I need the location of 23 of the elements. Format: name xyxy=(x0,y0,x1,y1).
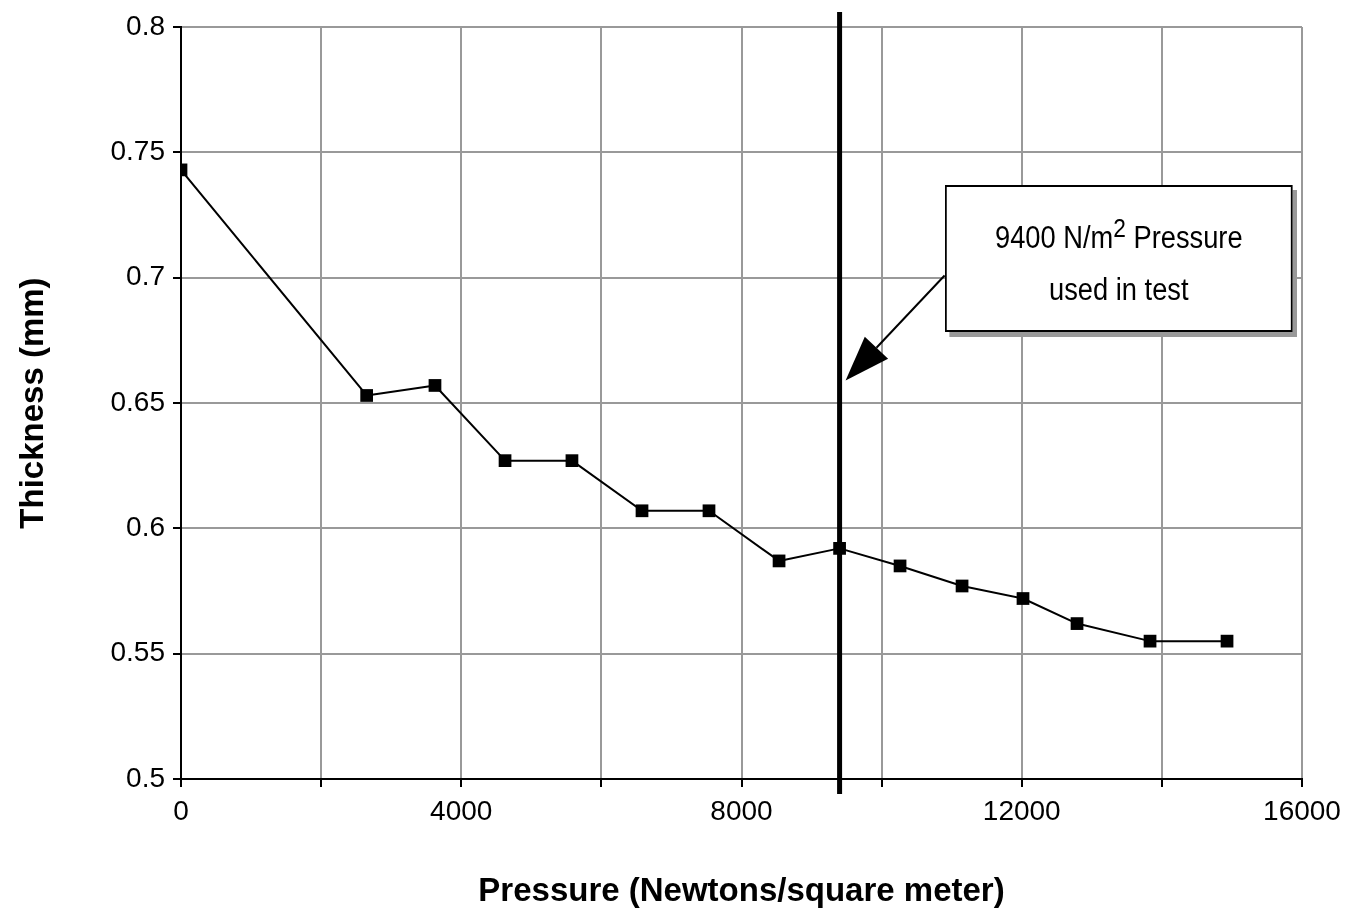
y-tick-label: 0.65 xyxy=(110,385,165,417)
point xyxy=(360,389,374,402)
point xyxy=(702,504,716,518)
annotation: 9400 N/m$^{2}$ Pressure used in test xyxy=(994,213,1243,307)
y-axis-title: Thickness (mm) xyxy=(12,277,50,529)
x-tick-label: 4000 xyxy=(430,794,493,826)
point xyxy=(428,379,442,392)
x-tick-label: 0 xyxy=(173,794,189,826)
x-tick-label: 16000 xyxy=(1263,794,1341,826)
point xyxy=(635,504,649,518)
y-tick-label: 0.75 xyxy=(110,135,165,167)
y-tick-label: 0.8 xyxy=(126,9,165,41)
x-axis-title: Pressure (Newtons/square meter) xyxy=(478,871,1005,909)
y-tick-label: 0.7 xyxy=(126,260,165,292)
point xyxy=(1070,617,1084,630)
point xyxy=(498,454,512,468)
y-tick-label: 0.6 xyxy=(126,511,165,543)
x-tick-label: 12000 xyxy=(982,794,1061,826)
point xyxy=(565,454,579,468)
y-tick-label: 0.5 xyxy=(126,761,165,793)
y-tick-label: 0.55 xyxy=(110,636,165,668)
x-tick-label: 8000 xyxy=(710,794,773,826)
point xyxy=(1016,592,1030,605)
